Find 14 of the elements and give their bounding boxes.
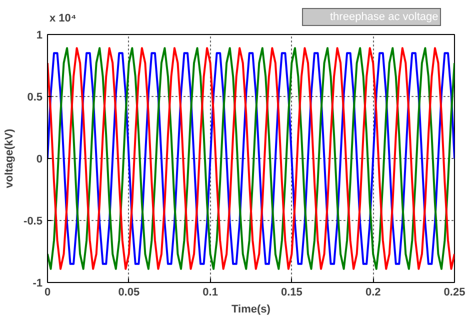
x-tick-label: 0.15	[280, 286, 302, 298]
x-axis-title: Time(s)	[232, 304, 271, 316]
y-tick-label: 1	[36, 30, 43, 42]
y-tick-label: -1	[32, 278, 42, 290]
x-tick-label: 0.25	[444, 286, 466, 298]
x-tick-label: 0	[44, 286, 51, 298]
y-tick-label: 0	[36, 154, 43, 166]
x-tick-label: 0.05	[118, 286, 140, 298]
x-tick-label: 0.1	[202, 286, 218, 298]
y-tick-label: -0.5	[24, 216, 43, 228]
text: x 10⁴	[50, 12, 76, 24]
x-tick-label: 0.2	[365, 286, 381, 298]
y-axis-title: voltage(kV)	[4, 128, 16, 188]
y-tick-label: 0.5	[27, 92, 43, 104]
